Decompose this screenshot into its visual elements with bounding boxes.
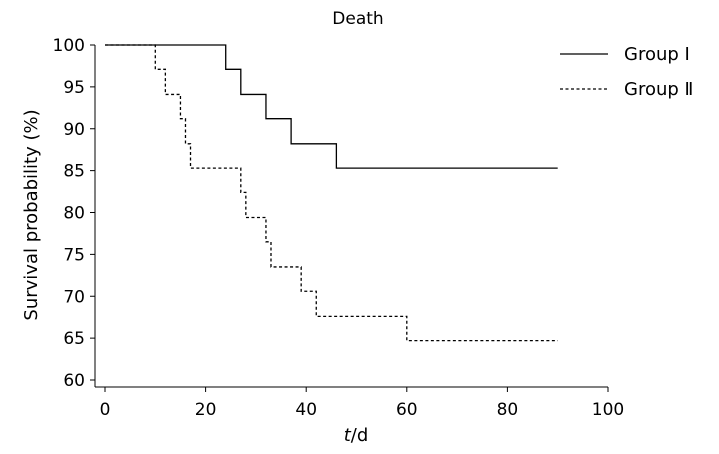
y-tick-label: 100 <box>53 36 85 56</box>
chart-title: Death <box>332 9 383 29</box>
x-axis-label: t/d <box>344 425 369 446</box>
y-tick-label: 90 <box>63 120 85 140</box>
y-tick-label: 75 <box>63 245 85 265</box>
series-line-group-2 <box>105 44 558 342</box>
x-tick-label: 40 <box>295 400 317 420</box>
x-tick-label: 80 <box>497 400 519 420</box>
x-axis-label-unit: /d <box>351 425 369 446</box>
legend-label-group-1: Group Ⅰ <box>624 44 690 65</box>
y-tick-label: 95 <box>63 78 85 98</box>
series-layer <box>105 44 558 342</box>
axes: 60 65 70 75 80 85 90 95 100 0 20 40 60 80 100 <box>53 36 625 420</box>
x-tick-label: 60 <box>396 400 418 420</box>
y-tick-label: 60 <box>63 371 85 391</box>
y-tick-label: 65 <box>63 329 85 349</box>
legend: Group Ⅰ Group Ⅱ <box>560 44 693 100</box>
x-tick-label: 0 <box>100 400 111 420</box>
x-tick-label: 100 <box>592 400 624 420</box>
y-axis-label: Survival probability (%) <box>21 109 42 320</box>
y-tick-label: 70 <box>63 287 85 307</box>
y-tick-label: 85 <box>63 162 85 182</box>
legend-label-group-2: Group Ⅱ <box>624 79 693 100</box>
x-tick-label: 20 <box>195 400 217 420</box>
x-axis-label-italic: t <box>344 425 352 446</box>
series-line-group-1 <box>105 44 558 169</box>
y-tick-label: 80 <box>63 204 85 224</box>
